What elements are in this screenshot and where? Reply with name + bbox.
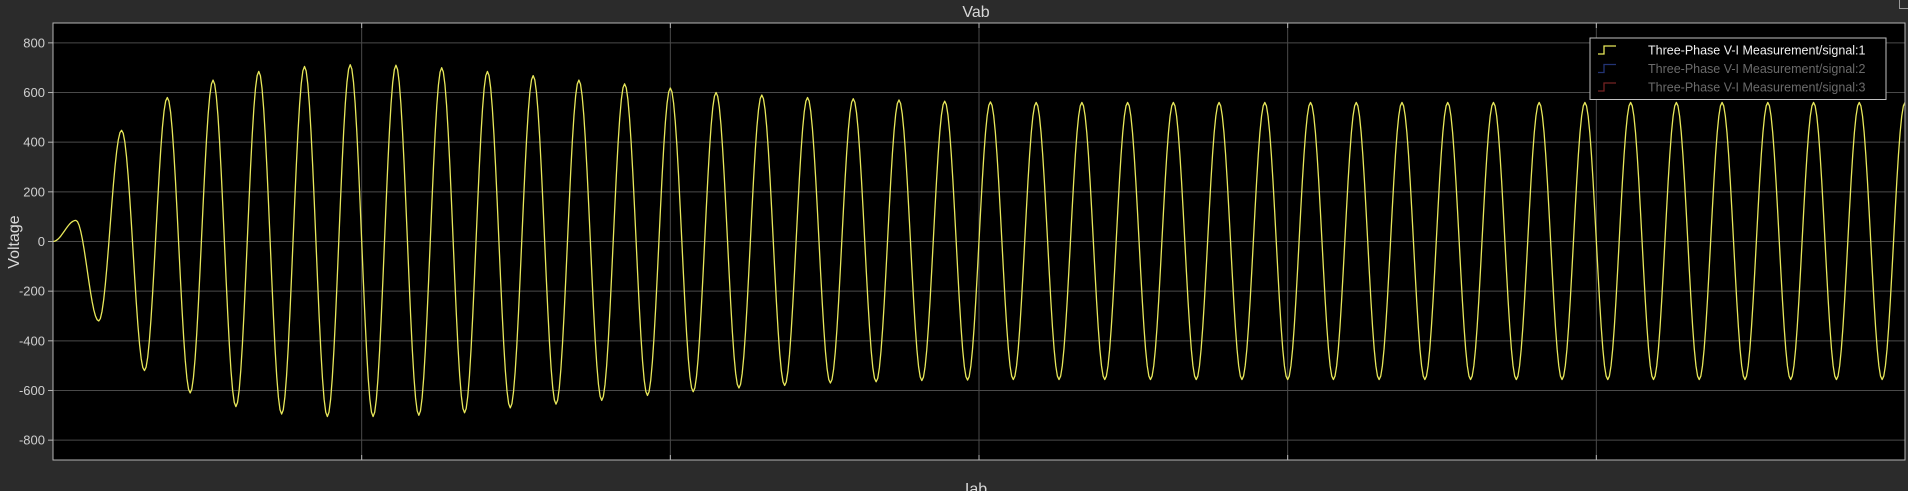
legend[interactable]: Three-Phase V-I Measurement/signal:1 Thre… [1589,37,1887,100]
y-tick-label: -200 [19,284,45,299]
y-tick-label: 800 [23,35,45,50]
legend-entry-3[interactable]: Three-Phase V-I Measurement/signal:3 [1648,81,1866,95]
y-tick-label: 400 [23,135,45,150]
series-layer [52,64,1906,418]
legend-entry-1[interactable]: Three-Phase V-I Measurement/signal:1 [1648,44,1866,58]
legend-box [1589,37,1887,100]
legend-swatch-3 [1598,82,1616,92]
y-axis-label: Voltage [6,215,23,268]
plot-border [52,22,1906,461]
legend-swatch-1 [1598,45,1616,55]
y-tick-label: -600 [19,383,45,398]
y-tick-label: -400 [19,333,45,348]
y-tick-label: 600 [23,85,45,100]
x-axis-label: Iab [965,481,987,491]
legend-entry-2[interactable]: Three-Phase V-I Measurement/signal:2 [1648,62,1866,76]
chart-title: Vab [962,4,989,21]
window-corner-icon [1899,0,1908,9]
y-tick-label: 0 [38,234,45,249]
y-axis-ticks: 800 600 400 200 0 -200 -400 -600 -800 [19,35,53,448]
y-tick-label: 200 [23,184,45,199]
legend-swatch-2 [1598,63,1616,74]
y-tick-label: -800 [19,433,45,448]
series-line-1 [52,64,1906,418]
